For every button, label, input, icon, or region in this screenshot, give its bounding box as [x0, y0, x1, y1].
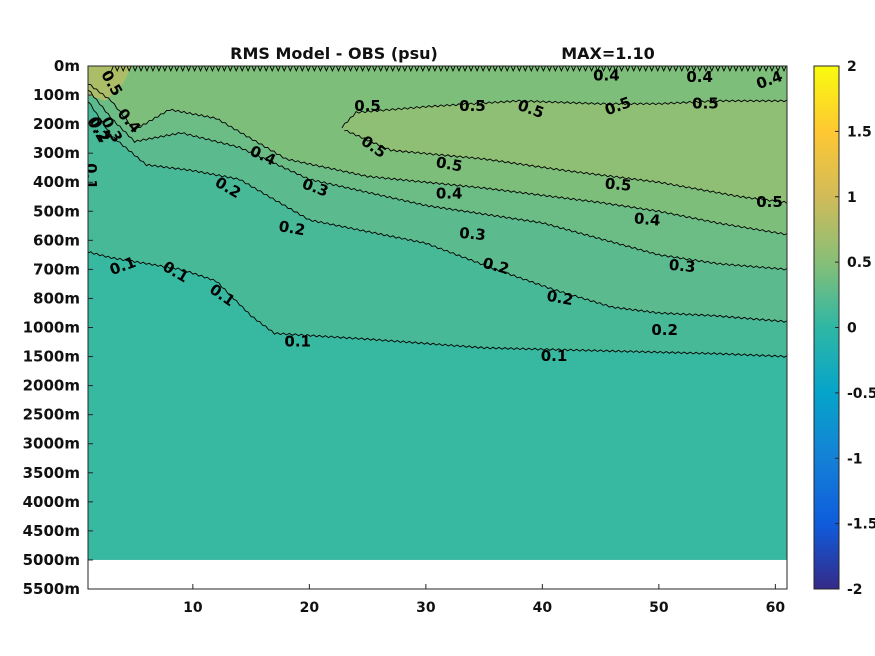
y-tick-label: 4000m: [23, 493, 80, 511]
plot-area: 0.1 0.10.10.10.10.20.20.20.20.20.20.30.30…: [82, 66, 787, 589]
contour-label: 0.2: [651, 321, 678, 339]
y-tick-label: 400m: [33, 173, 80, 191]
contour-label: 0.3: [458, 224, 486, 244]
x-tick-label: 40: [533, 600, 553, 616]
y-tick-label: 5000m: [23, 551, 80, 569]
contour-label: 0.5: [692, 94, 719, 112]
chart-title: RMS Model - OBS (psu): [230, 44, 438, 63]
y-tick-label: 600m: [33, 231, 80, 249]
contour-label: 0.4: [686, 68, 713, 86]
y-axis-ticks: 0m 100m 200m 300m 400m 500m 600m 700m 800m 1000m 1…: [23, 57, 93, 598]
contour-label: 0.5: [756, 193, 783, 211]
contour-label: 0.1: [82, 163, 100, 190]
colorbar-tick-label: 2: [847, 59, 857, 75]
colorbar-tick-label: -1: [847, 451, 863, 467]
x-tick-label: 60: [766, 600, 786, 616]
contour-label: 0.5: [354, 97, 381, 115]
y-tick-label: 800m: [33, 289, 80, 307]
contour-line-0p4: [110, 66, 787, 73]
max-label: MAX=1.10: [561, 44, 655, 63]
contour-label: 0.5: [435, 153, 464, 175]
colorbar-tick-label: 0.5: [847, 255, 872, 271]
x-axis-ticks: 10 20 30 40 50 60: [183, 584, 785, 616]
y-tick-label: 1500m: [23, 348, 80, 366]
x-tick-label: 50: [649, 600, 669, 616]
y-tick-label: 100m: [33, 86, 80, 104]
contour-line-0p3: [88, 89, 787, 271]
contour-label: 0.5: [459, 97, 486, 115]
contour-line-0p4: [88, 83, 787, 236]
y-tick-label: 3000m: [23, 435, 80, 453]
contour-line-0p5: [341, 99, 787, 129]
y-tick-label: 3500m: [23, 464, 80, 482]
contour-label: 0.4: [436, 184, 463, 202]
colorbar-tick-label: 0: [847, 321, 857, 337]
contour-label: 0.2: [277, 217, 306, 239]
y-tick-label: 500m: [33, 202, 80, 220]
field-band: [341, 100, 787, 203]
contour-label: 0.5: [604, 175, 632, 195]
y-tick-label: 2000m: [23, 377, 80, 395]
no-data-region: [88, 560, 787, 589]
y-tick-label: 200m: [33, 115, 80, 133]
colorbar-tick-label: 1.5: [847, 124, 872, 140]
contour-label: 0.2: [545, 287, 574, 309]
colorbar-tick-label: -1.5: [847, 517, 875, 533]
contour-lines: [88, 66, 787, 358]
y-tick-label: 700m: [33, 260, 80, 278]
x-tick-label: 10: [183, 600, 203, 616]
x-tick-label: 30: [416, 600, 436, 616]
y-tick-label: 1000m: [23, 319, 80, 337]
colorbar-tick-label: -2: [847, 582, 863, 598]
colorbar-ticks: 2 1.5 1 0.5 0 -0.5 -1 -1.5 -2: [835, 59, 875, 598]
y-tick-label: 5500m: [23, 580, 80, 598]
contour-label: 0.3: [668, 256, 696, 276]
contour-label: 0.1: [284, 333, 311, 351]
contour-line-0p2: [88, 101, 787, 323]
contour-label: 0.4: [633, 209, 661, 229]
contour-label: 0.1: [541, 347, 568, 365]
y-tick-label: 0m: [54, 57, 80, 75]
contour-line-0p5: [344, 129, 787, 204]
contour-label: 0.4: [593, 67, 620, 85]
y-tick-label: 4500m: [23, 522, 80, 540]
x-tick-label: 20: [300, 600, 320, 616]
y-tick-label: 300m: [33, 144, 80, 162]
colorbar-tick-label: -0.5: [847, 386, 875, 402]
y-tick-label: 2500m: [23, 406, 80, 424]
colorbar-tick-label: 1: [847, 190, 857, 206]
contour-line-0p1: [88, 251, 787, 358]
salinity-rms-field: [88, 66, 787, 560]
